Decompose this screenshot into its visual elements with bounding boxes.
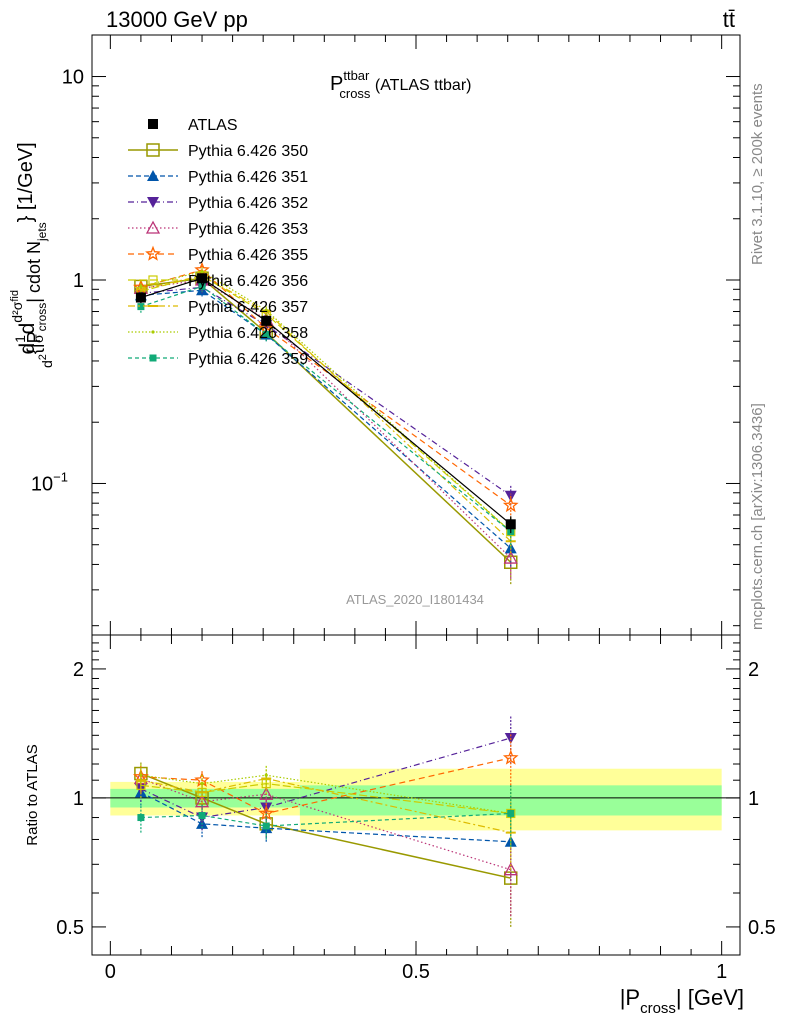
main-point xyxy=(258,319,275,335)
main-plot-content xyxy=(132,261,519,585)
ratio-plot-content xyxy=(92,715,740,927)
main-panel: 10 1 10−1 Pttbar cross (ATLAS ttbar) ATLAS_… xyxy=(9,34,741,636)
legend-marker xyxy=(145,220,161,234)
ratio-point xyxy=(507,809,515,817)
legend-marker xyxy=(151,330,155,334)
ratio-y-tick-label-right: 0.5 xyxy=(748,917,776,939)
legend-label: Pythia 6.426 350 xyxy=(188,143,308,160)
ratio-line xyxy=(140,777,511,871)
x-tick-label: 0 xyxy=(105,961,116,983)
x-tick-label: 0.5 xyxy=(402,961,430,983)
main-point xyxy=(198,282,206,290)
ratio-point xyxy=(503,862,518,876)
legend-label: Pythia 6.426 356 xyxy=(188,273,308,290)
main-series xyxy=(133,272,518,579)
legend-marker xyxy=(147,170,159,181)
ratio-point xyxy=(502,749,519,765)
legend: ATLAS Pythia 6.426 350 Pythia 6.426 351 Pyt… xyxy=(128,117,308,368)
ratio-line xyxy=(140,791,511,843)
rivet-version-label: Rivet 3.1.10, ≥ 200k events xyxy=(749,83,766,265)
legend-label: Pythia 6.426 353 xyxy=(188,221,308,238)
ratio-panel: 0.5 0.51 12 2 0 0.5 1 Ratio to ATLAS |Pcross|… xyxy=(24,634,776,1017)
legend-marker xyxy=(147,197,159,208)
legend-label: ATLAS xyxy=(188,117,238,134)
chart-title: Pttbar cross (ATLAS ttbar) xyxy=(330,68,471,101)
main-y-tick-label: 10−1 xyxy=(31,469,68,495)
main-point xyxy=(502,497,519,513)
legend-marker xyxy=(146,143,160,157)
main-series xyxy=(137,280,515,549)
main-line xyxy=(140,275,512,542)
ratio-point xyxy=(198,811,206,819)
legend-marker xyxy=(148,275,158,285)
ratio-point xyxy=(258,805,275,821)
main-point xyxy=(137,303,145,311)
main-point xyxy=(135,292,146,303)
ratio-y-tick-label: 0.5 xyxy=(56,917,84,939)
main-line xyxy=(140,285,512,533)
x-ticks: 0 0.5 1 xyxy=(105,635,727,983)
legend-label: Pythia 6.426 355 xyxy=(188,247,308,264)
ratio-line xyxy=(140,783,511,815)
legend-label: Pythia 6.426 359 xyxy=(188,351,308,368)
main-point xyxy=(503,550,518,564)
mcplots-label: mcplots.cern.ch [arXiv:1306.3436] xyxy=(749,403,766,630)
ratio-y-tick-label-right: 2 xyxy=(748,659,759,681)
ratio-y-tick-label-right: 1 xyxy=(748,788,759,810)
main-line xyxy=(140,277,512,525)
main-point xyxy=(264,308,268,312)
ratio-series xyxy=(137,785,515,847)
main-line xyxy=(140,279,512,559)
main-line xyxy=(140,277,512,563)
ratio-y-tick-label: 1 xyxy=(73,788,84,810)
legend-marker xyxy=(149,354,157,362)
ratio-line xyxy=(140,737,511,819)
ratio-point xyxy=(137,814,145,822)
ratio-point xyxy=(259,786,274,800)
ratio-y-ticks: 0.5 0.5 1 1 2 2 xyxy=(56,642,776,939)
legend-label: Pythia 6.426 357 xyxy=(188,299,308,316)
legend-label: Pythia 6.426 358 xyxy=(188,325,308,342)
main-line xyxy=(140,286,512,497)
main-y-tick-label: 10 xyxy=(62,67,84,89)
ratio-line xyxy=(140,812,511,827)
main-point xyxy=(139,284,143,289)
ratio-point xyxy=(264,773,268,777)
ratio-y-axis-label: Ratio to ATLAS xyxy=(24,744,41,845)
main-point xyxy=(197,273,208,284)
analysis-tag: ATLAS_2020_I1801434 xyxy=(346,592,484,607)
ratio-line xyxy=(140,757,511,815)
main-series xyxy=(135,273,516,534)
main-y-axis-label: d1 σdd²σfidd2{|Pcross| cdot Njets} [1/GeV… xyxy=(9,142,55,368)
main-line xyxy=(140,289,512,549)
main-series xyxy=(134,271,518,585)
legend-marker xyxy=(148,119,158,129)
ratio-y-tick-label: 2 xyxy=(73,659,84,681)
legend-label: Pythia 6.426 352 xyxy=(188,195,308,212)
main-point xyxy=(261,315,272,326)
main-y-ticks: 10 1 10−1 xyxy=(31,35,740,635)
main-y-tick-label: 1 xyxy=(73,270,84,292)
main-point xyxy=(262,330,270,338)
header-process-label: tt̄ xyxy=(723,7,735,32)
legend-label: Pythia 6.426 351 xyxy=(188,169,308,186)
x-axis-label: |Pcross| [GeV] xyxy=(620,985,744,1017)
x-tick-label: 1 xyxy=(716,961,727,983)
ratio-point xyxy=(262,822,270,830)
ratio-point xyxy=(200,782,204,786)
main-point xyxy=(505,519,516,530)
legend-marker xyxy=(145,245,161,261)
header-energy-label: 13000 GeV pp xyxy=(106,7,248,32)
ratio-line xyxy=(140,777,511,834)
ratio-point xyxy=(139,773,143,777)
main-point xyxy=(200,269,204,274)
